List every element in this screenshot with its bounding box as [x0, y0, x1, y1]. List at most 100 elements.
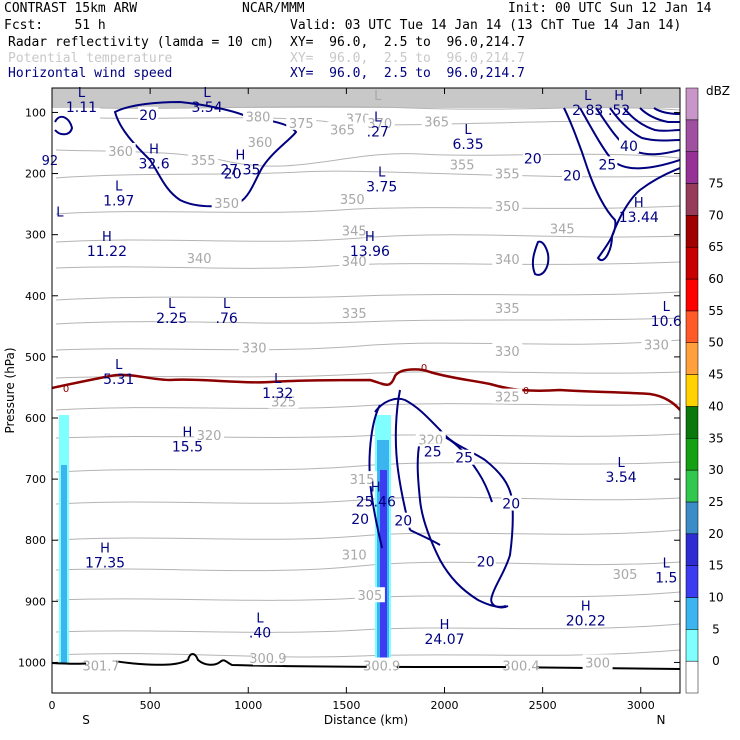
theta-label-bg-6 [245, 133, 276, 149]
wind-label-6: 25 [424, 445, 442, 461]
colorbar-label-9: 45 [708, 368, 723, 382]
extremum-kind-20: L [618, 456, 626, 471]
theta-label-bg-13 [211, 194, 242, 210]
colorbar-label-7: 35 [708, 431, 723, 445]
wind-label-bg-4 [618, 138, 639, 154]
wind-label-bg-0 [138, 106, 159, 122]
x-tick-label-5: 2500 [529, 699, 557, 712]
extremum-value-3: .27 [367, 125, 389, 141]
extremum-value-7: 27.35 [220, 163, 260, 179]
extremum-kind-9: L [378, 166, 386, 181]
extremum-value-19: 15.5 [172, 439, 203, 455]
theta-label-14: 345 [342, 224, 367, 239]
x-tick-label-2: 1000 [234, 699, 262, 712]
theta-label-bg-1 [286, 114, 317, 130]
colorbar-swatch-13 [685, 246, 699, 280]
theta-label-bg-5 [421, 113, 452, 129]
y-tick-label-6: 700 [25, 473, 46, 486]
theta-label-bg-7 [105, 142, 136, 158]
extremum-value-14: 2.25 [156, 311, 187, 327]
colorbar-label-4: 20 [708, 527, 723, 541]
theta-label-26: 320 [197, 429, 222, 444]
wind-label-11: 20 [394, 514, 412, 530]
theta-label-15: 345 [550, 223, 575, 238]
theta-label-20: 335 [495, 302, 520, 317]
theta-label-bg-30 [610, 565, 641, 581]
wind-label-3: 20 [563, 168, 581, 184]
x-axis-title: Distance (km) [324, 713, 408, 727]
extremum-kind-0: L [78, 86, 86, 101]
wind-label-bg-7 [454, 449, 475, 465]
colorbar-swatch-18 [685, 87, 699, 121]
plot-frame [51, 87, 681, 694]
extremum-value-6: 32.6 [138, 156, 169, 172]
theta-label-bg-33 [366, 657, 397, 673]
y-tick-label-8: 900 [25, 595, 46, 608]
extremum-value-9: 3.75 [366, 180, 397, 196]
wind-label-bg-8 [501, 495, 522, 511]
theta-label-12: 350 [495, 200, 520, 215]
wind-label-bg-2 [522, 150, 543, 166]
theta-label-bg-36 [86, 657, 117, 673]
extremum-kind-1: L [203, 86, 211, 101]
theta-label-bg-11 [337, 191, 368, 207]
endpoint-right: N [657, 713, 666, 727]
wind-label-9: 20 [477, 555, 495, 571]
colorbar-swatch-11 [685, 310, 699, 343]
extremum-kind-16: L [663, 300, 671, 315]
theta-label-6: 360 [248, 136, 273, 151]
colorbar-swatch-12 [685, 278, 699, 312]
theta-label-11: 350 [340, 193, 365, 208]
x-tick-label-4: 2000 [431, 699, 459, 712]
theta-label-23: 330 [644, 339, 669, 354]
extremum-kind-8: L [464, 123, 472, 138]
extremum-kind-4: L [584, 89, 592, 104]
field-xy-theta: XY= 96.0, 2.5 to 96.0,214.7 [290, 51, 525, 66]
y-tick-label-4: 500 [25, 351, 46, 364]
extremum-kind-18: L [274, 372, 282, 387]
extremum-kind-6: H [149, 142, 159, 157]
y-tick-label-7: 800 [25, 534, 46, 547]
colorbar-swatch-5 [685, 501, 699, 535]
freezing-level-line [52, 368, 680, 411]
theta-label-9: 355 [450, 158, 475, 173]
theta-label-bg-27 [415, 431, 446, 447]
theta-label-7: 360 [108, 145, 133, 160]
extremum-value-20: 3.54 [606, 470, 637, 486]
y-tick-label-5: 600 [25, 412, 46, 425]
theta-label-bg-28 [347, 471, 378, 487]
extremum-kind-23: L [663, 557, 671, 572]
header-init-time: Init: 00 UTC Sun 12 Jan 14 [508, 1, 712, 16]
theta-label-13: 350 [214, 197, 239, 212]
extremum-value-25: .40 [249, 626, 271, 642]
theta-label-17: 340 [342, 255, 367, 270]
colorbar-swatch-14 [685, 215, 699, 248]
colorbar-label-1: 5 [712, 622, 720, 636]
extremum-kind-11: H [634, 196, 644, 211]
extremum-kind-15: L [223, 297, 231, 312]
wind-label-7: 25 [455, 451, 473, 467]
x-tick-label-0: 0 [49, 699, 56, 712]
colorbar-label-11: 55 [708, 304, 723, 318]
colorbar-swatch-4 [685, 533, 699, 566]
field-xy-wind: XY= 96.0, 2.5 to 96.0,214.7 [290, 66, 525, 81]
colorbar-swatch-1 [685, 629, 699, 662]
colorbar-label-6: 30 [708, 463, 723, 477]
wind-label-bg-9 [475, 553, 496, 569]
theta-label-bg-9 [447, 156, 478, 172]
extremum-value-23: 1.5 [655, 571, 677, 587]
theta-label-bg-4 [327, 121, 358, 137]
y-tick-label-0: 100 [25, 106, 46, 119]
extremum-kind-2: L [374, 89, 382, 104]
colorbar-swatch-17 [685, 119, 699, 152]
theta-label-bg-14 [339, 222, 370, 238]
extremum-value-12: 11.22 [87, 244, 127, 260]
theta-label-bg-12 [492, 197, 523, 213]
extremum-value-0: 1.11 [66, 100, 97, 116]
field-xy-reflectivity: XY= 96.0, 2.5 to 96.0,214.7 [290, 35, 525, 50]
theta-label-bg-18 [492, 251, 523, 267]
colorbar-label-15: 75 [708, 177, 723, 191]
extremum-value-17: 5.31 [103, 372, 134, 388]
